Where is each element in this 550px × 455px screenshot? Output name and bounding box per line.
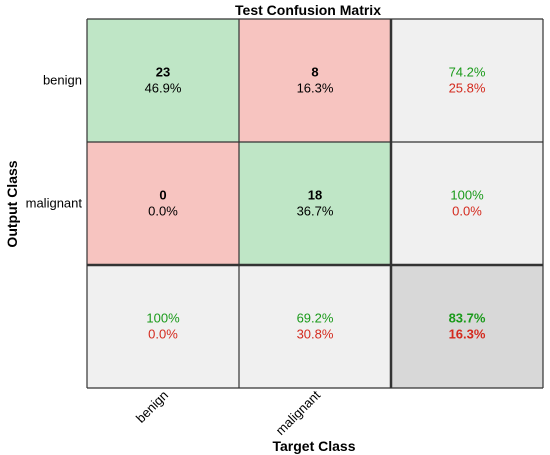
matrix-cell: [239, 19, 391, 142]
x-tick-label: malignant: [273, 387, 324, 438]
row-summary-incorrect: 25.8%: [449, 81, 486, 96]
cell-count: 18: [308, 188, 322, 203]
matrix-cell: [87, 142, 239, 265]
y-tick-label: malignant: [26, 196, 83, 211]
col-summary-cell: [239, 265, 391, 388]
overall-correct: 83.7%: [449, 311, 486, 326]
row-summary-correct: 74.2%: [449, 65, 486, 80]
cell-count: 0: [159, 188, 166, 203]
y-axis-label: Output Class: [4, 160, 20, 247]
cell-count: 23: [156, 65, 170, 80]
cell-percent: 16.3%: [297, 81, 334, 96]
row-summary-incorrect: 0.0%: [452, 204, 482, 219]
y-tick-label: benign: [43, 73, 82, 88]
col-summary-cell: [87, 265, 239, 388]
matrix-labels: 2346.9%816.3%74.2%25.8%00.0%1836.7%100%0…: [145, 65, 486, 342]
cell-percent: 46.9%: [145, 81, 182, 96]
cell-percent: 0.0%: [148, 204, 178, 219]
col-summary-incorrect: 30.8%: [297, 327, 334, 342]
x-tick-label: benign: [133, 388, 171, 426]
overall-incorrect: 16.3%: [449, 327, 486, 342]
overall-cell: [391, 265, 543, 388]
row-summary-cell: [391, 142, 543, 265]
matrix-cell: [87, 19, 239, 142]
row-summary-cell: [391, 19, 543, 142]
chart-title: Test Confusion Matrix: [235, 2, 381, 18]
cell-count: 8: [311, 65, 318, 80]
col-summary-correct: 69.2%: [297, 311, 334, 326]
col-summary-correct: 100%: [146, 311, 180, 326]
col-summary-incorrect: 0.0%: [148, 327, 178, 342]
cell-percent: 36.7%: [297, 204, 334, 219]
matrix-cells: [87, 19, 543, 388]
x-axis-label: Target Class: [273, 438, 356, 454]
matrix-grid: [86, 18, 544, 389]
matrix-cell: [239, 142, 391, 265]
row-summary-correct: 100%: [450, 188, 484, 203]
